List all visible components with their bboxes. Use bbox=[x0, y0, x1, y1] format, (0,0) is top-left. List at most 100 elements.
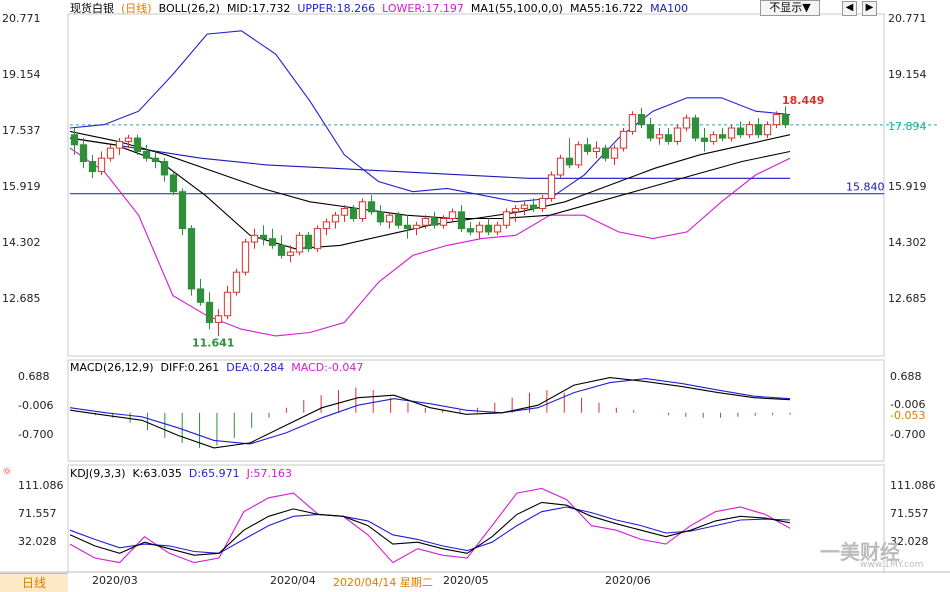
macd-axis-right-2: -0.700 bbox=[890, 428, 926, 441]
candle-body bbox=[628, 114, 637, 132]
candle-body bbox=[277, 244, 286, 256]
kdj-axis-left-1: 71.557 bbox=[18, 507, 57, 520]
logo-url: www.1MY.com bbox=[860, 560, 924, 570]
candle-body bbox=[583, 144, 592, 152]
ma-label: MA1(55,100,0,0) bbox=[470, 2, 563, 15]
candle-body bbox=[259, 234, 268, 240]
candle-body bbox=[700, 137, 709, 142]
support-line-label: 15.840 bbox=[846, 181, 885, 194]
candle-body bbox=[331, 214, 340, 223]
price-axis-left-4: 14.302 bbox=[2, 236, 41, 249]
candle-body bbox=[772, 114, 781, 126]
period-tag[interactable]: (日线) bbox=[121, 2, 152, 15]
candle-body bbox=[133, 137, 142, 152]
kdj-axis-right-2: 32.028 bbox=[890, 535, 929, 548]
candle-body bbox=[592, 147, 601, 152]
price-axis-left-1: 19.154 bbox=[2, 68, 41, 81]
price-axis-left-2: 17.537 bbox=[2, 124, 41, 137]
price-axis-right-1: 19.154 bbox=[888, 68, 927, 81]
macd-axis-left-0: 0.688 bbox=[18, 370, 50, 383]
period-button[interactable]: 日线 bbox=[0, 573, 68, 592]
kdj-d: D:65.971 bbox=[188, 467, 240, 480]
candle-body bbox=[142, 150, 151, 159]
candle-body bbox=[169, 174, 178, 193]
candle-body bbox=[457, 211, 466, 230]
price-header: 现货白银 (日线) BOLL(26,2) MID:17.732 UPPER:18.266… bbox=[70, 0, 695, 16]
candle-body bbox=[511, 207, 520, 213]
kdj-axis-right-1: 71.557 bbox=[890, 507, 929, 520]
candle-body bbox=[268, 238, 277, 246]
candle-body bbox=[106, 147, 115, 159]
candle-body bbox=[664, 134, 673, 142]
x-label-0: 2020/03 bbox=[92, 574, 138, 587]
price-axis-right-0: 20.771 bbox=[888, 12, 927, 25]
candle-body bbox=[421, 218, 430, 226]
candle-body bbox=[187, 228, 196, 290]
candle-body bbox=[151, 157, 160, 163]
candle-body bbox=[313, 228, 322, 250]
candle-body bbox=[178, 191, 187, 230]
kdj-k-line bbox=[69, 501, 791, 556]
candle-body bbox=[610, 147, 619, 159]
candle-body bbox=[430, 218, 439, 226]
candle-body bbox=[601, 147, 610, 159]
candle-body bbox=[205, 301, 214, 323]
price-axis-right-5: 12.685 bbox=[888, 292, 927, 305]
candle-body bbox=[295, 234, 304, 253]
candle-body bbox=[475, 224, 484, 233]
logo: 一美财经 bbox=[820, 540, 900, 564]
candle-body bbox=[781, 114, 790, 126]
last-price-label: 17.894 bbox=[888, 120, 927, 133]
candle-body bbox=[466, 228, 475, 233]
ma100-line bbox=[69, 137, 790, 179]
boll-lower-line bbox=[69, 147, 791, 337]
price-axis-left-3: 15.919 bbox=[2, 180, 41, 193]
candle-body bbox=[439, 218, 448, 226]
candle-body bbox=[538, 197, 547, 209]
upper-label: UPPER:18.266 bbox=[297, 2, 376, 15]
candle-body bbox=[241, 241, 250, 273]
candle-body bbox=[115, 140, 124, 149]
candle-body bbox=[403, 224, 412, 230]
price-pane bbox=[67, 13, 885, 357]
cursor-date-label: 2020/04/14 星期二 bbox=[333, 576, 433, 589]
candle-body bbox=[358, 201, 367, 220]
price-axis-left-0: 20.771 bbox=[2, 12, 41, 25]
candle-body bbox=[376, 211, 385, 223]
settings-icon[interactable]: ☼ bbox=[2, 465, 12, 478]
macd-axis-right-0: 0.688 bbox=[890, 370, 922, 383]
candle-body bbox=[394, 214, 403, 226]
x-label-3: 2020/06 bbox=[605, 574, 651, 587]
candle-body bbox=[493, 224, 502, 233]
x-label-1: 2020/04 bbox=[270, 574, 316, 587]
kdj-axis-left-0: 111.086 bbox=[18, 479, 64, 492]
candle-body bbox=[646, 124, 655, 139]
macd-axis-right-1: -0.006 bbox=[890, 398, 926, 411]
candle-body bbox=[565, 157, 574, 166]
hide-dropdown-button[interactable]: 不显示▼ bbox=[760, 0, 820, 16]
candle-body bbox=[709, 134, 718, 142]
kdj-d-line bbox=[69, 506, 791, 554]
ma100-label: MA100 bbox=[650, 2, 689, 15]
ma-short-line bbox=[69, 134, 791, 250]
macd-axis-left-2: -0.700 bbox=[18, 428, 54, 441]
candle-body bbox=[691, 117, 700, 139]
price-axis-left-5: 12.685 bbox=[2, 292, 41, 305]
candle-body bbox=[160, 161, 169, 176]
candle-body bbox=[79, 144, 88, 163]
prev-button[interactable]: ◀ bbox=[842, 1, 857, 16]
macd-value: MACD:-0.047 bbox=[291, 361, 364, 374]
macd-diff-line bbox=[69, 377, 791, 449]
candle-body bbox=[340, 207, 349, 216]
candle-body bbox=[574, 144, 583, 166]
macd-dea-line bbox=[69, 378, 791, 445]
candle-body bbox=[250, 234, 259, 243]
macd-header: MACD(26,12,9) DIFF:0.261 DEA:0.284 MACD:-0.… bbox=[70, 361, 370, 374]
candle-body bbox=[745, 124, 754, 136]
macd-last-label: -0.053 bbox=[890, 409, 926, 422]
candle-body bbox=[682, 117, 691, 129]
next-button[interactable]: ▶ bbox=[862, 1, 877, 16]
kdj-pane bbox=[67, 464, 885, 573]
candle-body bbox=[97, 157, 106, 173]
